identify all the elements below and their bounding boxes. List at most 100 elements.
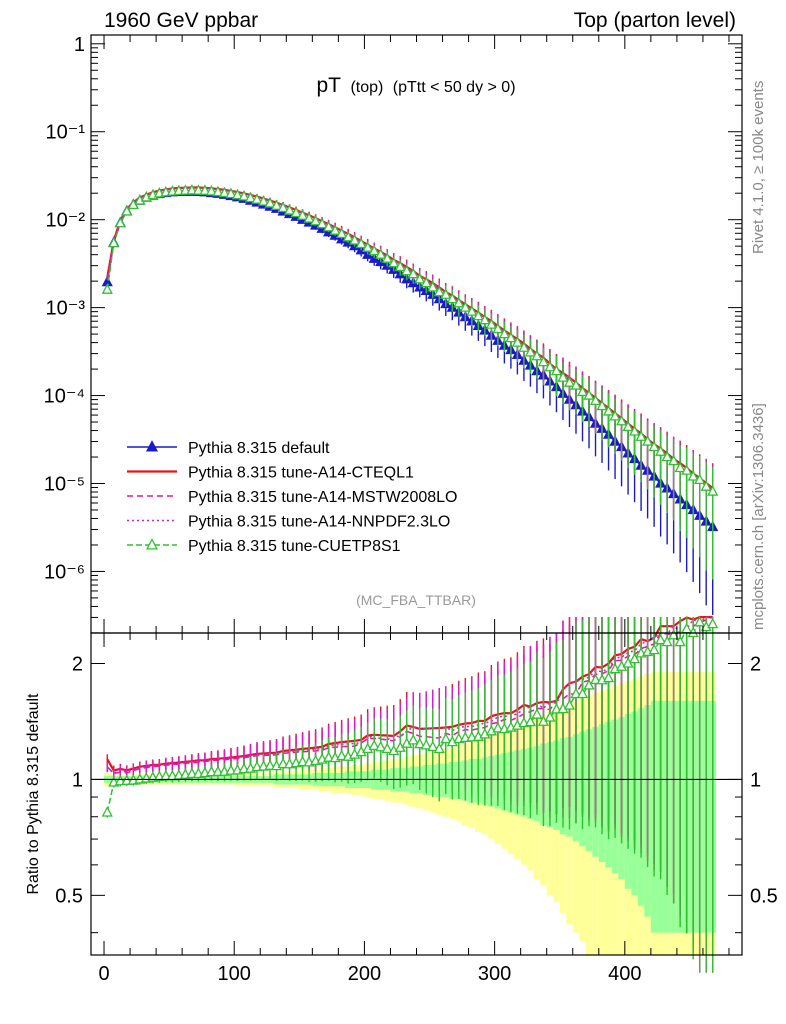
ratio-marker-cuetp8s1: [212, 765, 224, 777]
marker-cuetp8s1: [687, 470, 699, 481]
marker-cuetp8s1: [700, 480, 712, 491]
ratio-marker-cuetp8s1: [296, 755, 309, 767]
marker-cuetp8s1: [407, 267, 419, 279]
marker-cuetp8s1: [283, 204, 296, 215]
marker-cuetp8s1: [707, 485, 719, 496]
legend: Pythia 8.315 default Pythia 8.315 tune-A1…: [127, 440, 457, 555]
ratio-marker-cuetp8s1: [368, 739, 380, 751]
legend-label-default: Pythia 8.315 default: [188, 440, 330, 457]
marker-cuetp8s1: [485, 318, 497, 329]
marker-cuetp8s1: [375, 248, 387, 259]
title-main: pT: [316, 74, 341, 97]
marker-cuetp8s1: [251, 193, 263, 204]
marker-cuetp8s1: [394, 260, 406, 272]
marker-cuetp8s1: [355, 237, 367, 249]
marker-cuetp8s1: [349, 234, 361, 245]
header-left: 1960 GeV ppbar: [104, 9, 258, 32]
marker-cuetp8s1: [648, 440, 660, 452]
ratio-marker-cuetp8s1: [674, 635, 686, 647]
ratio-marker-cuetp8s1: [427, 740, 439, 752]
marker-cuetp8s1: [505, 331, 517, 343]
ratio-y-tick-label: 1: [72, 769, 83, 791]
marker-cuetp8s1: [544, 360, 556, 372]
mcplots-label: mcplots.cern.ch [arXiv:1306.3436]: [750, 403, 767, 630]
marker-cuetp8s1: [459, 301, 471, 312]
marker-cuetp8s1: [518, 341, 530, 352]
marker-cuetp8s1: [199, 184, 211, 195]
marker-cuetp8s1: [433, 285, 445, 297]
marker-cuetp8s1: [472, 309, 484, 321]
marker-cuetp8s1: [453, 296, 465, 308]
ratio-marker-cuetp8s1: [629, 652, 641, 664]
marker-cuetp8s1: [589, 394, 602, 406]
ratio-marker-cuetp8s1: [407, 733, 419, 745]
ratio-marker-cuetp8s1: [655, 633, 667, 645]
ratio-marker-cuetp8s1: [687, 626, 699, 638]
marker-cuetp8s1: [537, 355, 550, 367]
marker-cuetp8s1: [264, 197, 276, 208]
marker-cuetp8s1: [296, 209, 309, 220]
marker-cuetp8s1: [257, 195, 270, 206]
ratio-y-axis-label: Ratio to Pythia 8.315 default: [25, 693, 42, 895]
marker-cuetp8s1: [420, 276, 432, 288]
legend-label-a14nnpdf: Pythia 8.315 tune-A14-NNPDF2.3LO: [188, 514, 450, 531]
legend-label-a14mstw: Pythia 8.315 tune-A14-MSTW2008LO: [188, 489, 457, 506]
ratio-marker-cuetp8s1: [492, 721, 504, 733]
marker-cuetp8s1: [342, 230, 354, 242]
legend-marker-cuetp8s1: [145, 538, 159, 550]
ratio-marker-cuetp8s1: [544, 711, 556, 722]
marker-cuetp8s1: [401, 264, 413, 276]
ratio-marker-cuetp8s1: [420, 738, 432, 750]
marker-cuetp8s1: [602, 405, 615, 416]
ratio-marker-cuetp8s1: [661, 635, 673, 647]
marker-cuetp8s1: [414, 272, 426, 284]
ratio-marker-cuetp8s1: [101, 806, 113, 817]
marker-cuetp8s1: [290, 206, 302, 218]
marker-cuetp8s1: [583, 389, 595, 400]
chart-title: pT (top) (pTtt < 50 dy > 0): [316, 74, 515, 97]
marker-cuetp8s1: [270, 199, 283, 210]
x-tick-label: 100: [218, 963, 251, 985]
marker-cuetp8s1: [655, 445, 667, 456]
legend-marker-default: [145, 440, 159, 452]
ratio-marker-cuetp8s1: [433, 742, 445, 754]
ratio-series-layer: [91, 615, 742, 973]
main-y-tick-label: 10⁻⁶: [44, 561, 85, 583]
marker-cuetp8s1: [388, 256, 400, 268]
marker-cuetp8s1: [531, 349, 543, 361]
ratio-marker-cuetp8s1: [414, 737, 426, 749]
marker-cuetp8s1: [108, 236, 120, 248]
marker-cuetp8s1: [524, 345, 537, 357]
title-sub: (top): [350, 79, 383, 96]
marker-cuetp8s1: [212, 185, 224, 197]
marker-cuetp8s1: [179, 184, 191, 195]
marker-cuetp8s1: [557, 371, 569, 382]
marker-cuetp8s1: [244, 191, 257, 203]
marker-cuetp8s1: [622, 420, 634, 432]
marker-cuetp8s1: [225, 187, 237, 199]
ratio-y-tick-label-right: 1: [750, 769, 761, 791]
rivet-label: Rivet 4.1.0, ≥ 100k events: [750, 81, 767, 254]
marker-cuetp8s1: [446, 292, 458, 304]
marker-cuetp8s1: [238, 189, 250, 201]
ratio-marker-cuetp8s1: [589, 673, 602, 685]
reference-label: (MC_FBA_TTBAR): [356, 592, 476, 608]
marker-cuetp8s1: [205, 184, 218, 196]
marker-cuetp8s1: [492, 322, 504, 334]
legend-label-cuetp8s1: Pythia 8.315 tune-CUETP8S1: [188, 538, 401, 555]
x-tick-label: 200: [348, 963, 381, 985]
ratio-marker-cuetp8s1: [668, 628, 680, 640]
main-y-tick-label: 1: [74, 34, 85, 56]
marker-cuetp8s1: [368, 244, 380, 256]
header-right: Top (parton level): [574, 9, 736, 32]
series-line-a14nnpdf: [106, 186, 714, 490]
marker-cuetp8s1: [661, 450, 673, 462]
ratio-marker-cuetp8s1: [381, 742, 393, 754]
uncertainty-bands: [104, 672, 716, 955]
ratio-marker-cuetp8s1: [694, 615, 706, 627]
main-series-layer: [101, 184, 719, 615]
marker-cuetp8s1: [316, 217, 328, 229]
marker-cuetp8s1: [192, 184, 204, 195]
marker-cuetp8s1: [668, 454, 680, 466]
